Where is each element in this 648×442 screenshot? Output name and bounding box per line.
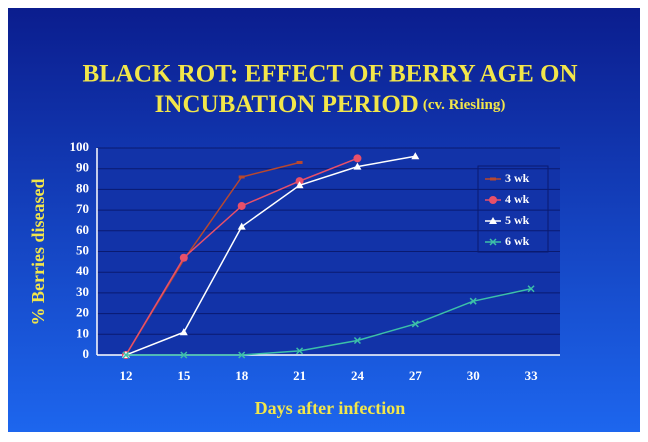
y-tick-label: 70 [76, 201, 89, 216]
x-tick-label: 15 [177, 368, 191, 383]
y-tick-label: 100 [70, 139, 90, 154]
marker [238, 175, 245, 179]
series-line [125, 288, 532, 356]
marker [353, 336, 361, 345]
y-tick-label: 10 [76, 325, 89, 340]
marker [179, 253, 188, 262]
x-tick-label: 18 [235, 368, 249, 383]
x-tick-label: 12 [119, 368, 132, 383]
subtitle: (cv. Riesling) [423, 97, 506, 113]
marker [489, 196, 497, 204]
title-line: INCUBATION PERIOD [155, 91, 419, 118]
marker [469, 297, 477, 305]
marker [353, 162, 362, 170]
x-tick-label: 33 [525, 368, 539, 383]
marker [353, 154, 362, 163]
legend-label: 6 wk [505, 234, 530, 248]
marker [237, 201, 246, 210]
marker [490, 177, 496, 181]
x-tick-label: 21 [293, 368, 306, 383]
marker [296, 347, 304, 355]
y-tick-label: 80 [76, 180, 89, 195]
marker [296, 160, 303, 164]
x-tick-label: 30 [467, 368, 480, 383]
y-tick-label: 60 [76, 222, 89, 237]
marker [237, 222, 246, 230]
marker [180, 351, 188, 359]
y-tick-label: 0 [83, 346, 90, 361]
marker [238, 351, 246, 359]
legend-label: 4 wk [505, 192, 530, 206]
marker [489, 217, 497, 224]
x-axis-label: Days after infection [255, 398, 406, 418]
title-line: INCUBATION PERIOD (cv. Riesling) [155, 91, 506, 118]
marker [122, 351, 130, 359]
marker [489, 238, 497, 246]
legend-label: 5 wk [505, 213, 530, 227]
marker [527, 285, 535, 293]
x-tick-label: 27 [409, 368, 423, 383]
y-tick-label: 30 [76, 284, 89, 299]
marker [295, 177, 304, 186]
marker [411, 320, 419, 328]
legend-label: 3 wk [505, 171, 530, 185]
marker [411, 152, 420, 160]
y-tick-label: 40 [76, 263, 89, 278]
marker [179, 328, 188, 336]
y-tick-label: 20 [76, 305, 89, 320]
title-line: BLACK ROT: EFFECT OF BERRY AGE ON [82, 61, 577, 88]
y-tick-label: 50 [76, 242, 89, 257]
series-line [125, 155, 416, 356]
x-tick-label: 24 [351, 368, 365, 383]
y-tick-label: 90 [76, 160, 89, 175]
y-axis-label: % Berries diseased [28, 179, 48, 326]
marker [295, 181, 304, 189]
legend-box [477, 165, 549, 253]
